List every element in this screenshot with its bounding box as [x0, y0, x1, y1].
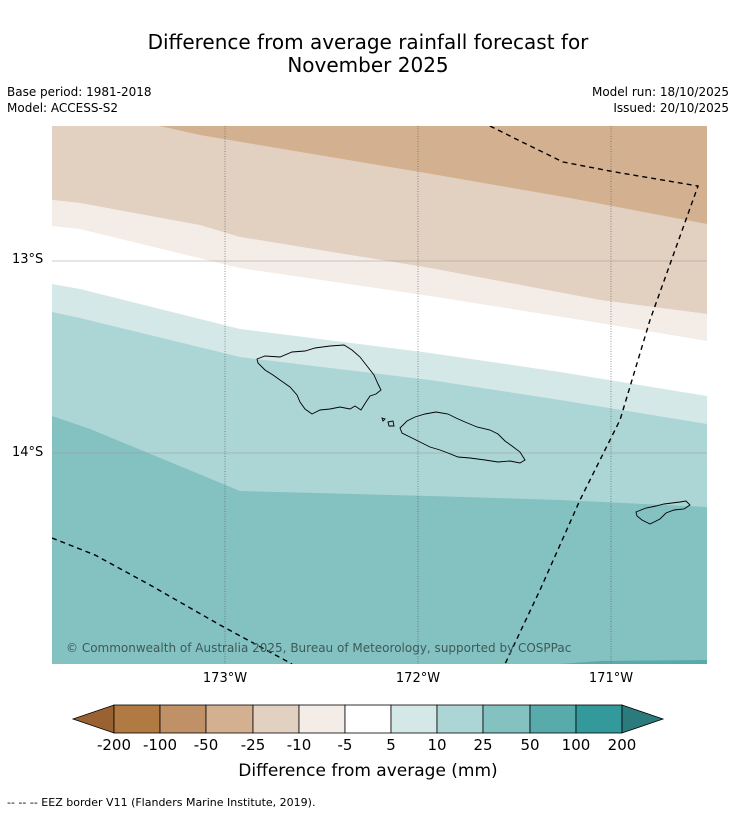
colorbar-cell — [344, 704, 392, 734]
eez-border — [52, 126, 699, 664]
colorbar-tick: -100 — [142, 736, 178, 754]
colorbar-cell — [159, 704, 207, 734]
colorbar-tick: 100 — [561, 736, 591, 754]
upolu-island — [399, 411, 526, 464]
lon-label-172w: 172°W — [395, 671, 441, 686]
apolima-island — [381, 417, 386, 422]
band-minus50 — [160, 126, 707, 224]
tutuila-island — [635, 500, 691, 525]
colorbar-tick: -10 — [286, 736, 312, 754]
meta-right: Model run: 18/10/2025 Issued: 20/10/2025 — [592, 84, 729, 116]
rainfall-bands — [52, 126, 707, 664]
colorbar-label: Difference from average (mm) — [238, 761, 498, 781]
lon-label-173w: 173°W — [202, 671, 248, 686]
lon-label-171w: 171°W — [588, 671, 634, 686]
colorbar-cell — [113, 704, 161, 734]
eez-border-east — [489, 126, 699, 664]
band-cream-strip — [52, 200, 707, 341]
eez-footnote: -- -- -- EEZ border V11 (Flanders Marine… — [7, 796, 316, 809]
colorbar-tick: 5 — [386, 736, 396, 754]
colorbar-tick: 50 — [520, 736, 540, 754]
colorbar-cell — [436, 704, 484, 734]
band-plus25 — [52, 416, 707, 664]
model-name: Model: ACCESS-S2 — [7, 101, 119, 115]
colorbar — [71, 704, 665, 734]
colorbar-cell — [205, 704, 254, 734]
colorbar-cell — [575, 704, 623, 734]
colorbar-cell — [298, 704, 346, 734]
colorbar-tick: 25 — [473, 736, 493, 754]
colorbar-cell — [390, 704, 438, 734]
map-credit: © Commonwealth of Australia 2025, Bureau… — [66, 641, 572, 655]
colorbar-tick: 200 — [607, 736, 637, 754]
lat-label-14s: 14°S — [12, 445, 44, 460]
colorbar-cell — [482, 704, 531, 734]
graticule — [52, 126, 707, 664]
coastlines — [256, 344, 691, 525]
colorbar-cells — [113, 704, 623, 734]
model-run: Model run: 18/10/2025 — [591, 85, 729, 99]
colorbar-extend-high — [621, 704, 665, 734]
colorbar-cell — [529, 704, 577, 734]
map-title: Difference from average rainfall forecas… — [0, 31, 736, 77]
lat-label-13s: 13°S — [12, 252, 44, 267]
colorbar-tick: -50 — [193, 736, 219, 754]
title-line-1: Difference from average rainfall forecas… — [147, 30, 589, 54]
colorbar-tick: -5 — [337, 736, 353, 754]
title-line-2: November 2025 — [287, 53, 449, 77]
meta-left: Base period: 1981-2018 Model: ACCESS-S2 — [7, 84, 152, 116]
colorbar-cell — [252, 704, 300, 734]
base-period: Base period: 1981-2018 — [7, 85, 152, 99]
colorbar-tick: -25 — [240, 736, 266, 754]
colorbar-tick: 10 — [427, 736, 447, 754]
savaii-island — [256, 344, 382, 415]
issued-date: Issued: 20/10/2025 — [613, 101, 729, 115]
colorbar-extend-low — [71, 704, 115, 734]
manono-island — [387, 420, 395, 427]
eez-border-southwest — [52, 537, 293, 664]
band-plus50-sliver — [560, 660, 707, 664]
colorbar-tick: -200 — [96, 736, 132, 754]
